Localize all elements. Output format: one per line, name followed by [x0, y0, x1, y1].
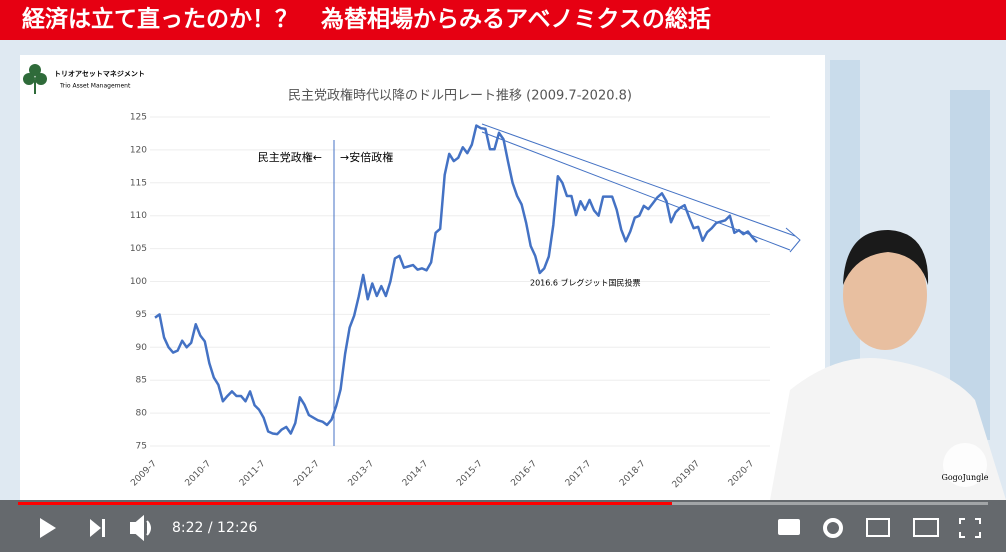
banner: [0, 0, 1006, 40]
y-tick-label: 95: [136, 310, 147, 320]
miniplayer-button[interactable]: [866, 518, 890, 537]
y-tick-label: 85: [136, 376, 147, 386]
subtitles-button[interactable]: [778, 519, 800, 535]
building: [950, 90, 990, 440]
logo-icon: [23, 64, 47, 94]
fullscreen-button[interactable]: [959, 518, 981, 538]
annotation: →安倍政権: [340, 150, 393, 164]
control-bar: [0, 500, 1006, 552]
volume-button[interactable]: [130, 514, 151, 542]
y-tick-label: 110: [130, 211, 147, 221]
play-button[interactable]: [40, 518, 56, 538]
time-display: 8:22 / 12:26: [172, 520, 257, 536]
settings-button[interactable]: [823, 518, 843, 538]
y-tick-label: 75: [136, 442, 147, 452]
annotation: 2016.6 ブレグジット国民投票: [530, 278, 641, 288]
y-tick-label: 80: [136, 409, 148, 419]
y-tick-label: 90: [136, 343, 148, 353]
slide: [20, 55, 825, 500]
y-tick-label: 100: [130, 277, 147, 287]
watermark-badge: [943, 443, 987, 487]
y-tick-label: 120: [130, 145, 147, 155]
trend-arrow: [481, 123, 801, 253]
progress-played[interactable]: [18, 502, 672, 505]
theater-button[interactable]: [913, 518, 939, 537]
chart-title: 民主党政権時代以降のドル円レート推移 (2009.7-2020.8): [288, 88, 632, 104]
logo-name: トリオアセットマネジメント: [54, 70, 145, 78]
y-tick-label: 115: [130, 178, 147, 188]
data-line: [154, 124, 758, 436]
annotation: 民主党政権←: [258, 150, 322, 164]
watermark: GogoJungle: [941, 473, 988, 482]
y-tick-label: 105: [130, 244, 147, 254]
banner-title: 経済は立て直ったのか！？ 為替相場からみるアベノミクスの総括: [22, 6, 711, 33]
logo-subtitle: Trio Asset Management: [59, 83, 131, 90]
y-tick-label: 125: [130, 113, 147, 123]
next-button[interactable]: [90, 519, 105, 537]
